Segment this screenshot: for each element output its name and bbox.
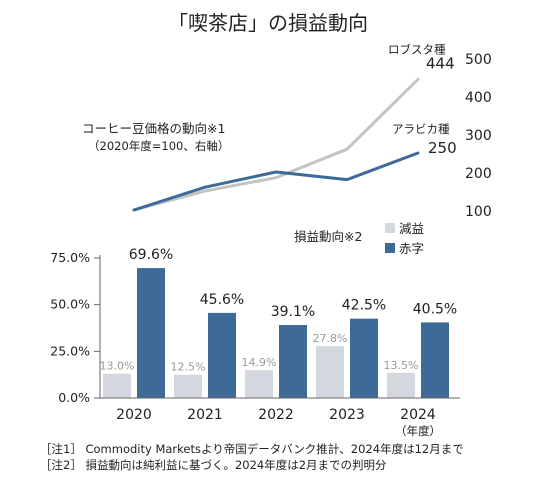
line-series-group xyxy=(132,77,420,212)
right-axis-tick-label: 500 xyxy=(465,52,492,68)
line-chart-sublabel: （2020年度=100、右軸） xyxy=(88,139,229,153)
line-series-name: ロブスタ種 xyxy=(388,42,446,56)
bar-decline xyxy=(103,373,131,398)
right-axis-tick-label: 400 xyxy=(465,90,492,106)
bar-deficit xyxy=(421,322,449,398)
bar-deficit xyxy=(208,312,236,398)
right-axis: 500 400 300 200 100 xyxy=(465,52,492,220)
legend-label: 減益 xyxy=(399,221,424,236)
line-series-end-value: 444 xyxy=(426,54,455,72)
x-axis: 2020 2021 2022 2023 2024（年度） xyxy=(100,397,460,438)
legend-label: 赤字 xyxy=(399,241,424,256)
bar-value-label: 13.5% xyxy=(384,359,419,372)
right-axis-tick-label: 200 xyxy=(465,166,492,182)
x-axis-tick-label: 2023 xyxy=(329,407,365,423)
bar-value-label: 39.1% xyxy=(271,304,315,320)
bar-value-label: 40.5% xyxy=(413,301,457,317)
bar-decline xyxy=(245,370,273,398)
line-series-1 xyxy=(132,77,420,212)
line-series-name: アラビカ種 xyxy=(392,122,450,136)
left-axis-tick-label: 50.0% xyxy=(50,297,90,312)
bar-deficit xyxy=(137,268,165,398)
x-axis-tick-label: 2020 xyxy=(116,407,152,423)
bar-value-label: 42.5% xyxy=(342,298,386,314)
bar-value-label: 69.6% xyxy=(129,247,173,263)
legend-swatch xyxy=(385,223,395,233)
bar-deficit xyxy=(350,318,378,398)
bar-value-labels: 13.0% 12.5% 14.9% 27.8% 13.5% 69.6% 45.6% 39.1%… xyxy=(100,247,458,374)
left-axis-tick-label: 0.0% xyxy=(58,390,90,405)
footnote-1: ［注1］ Commodity Marketsより帝国データバンク推計、2024年… xyxy=(40,442,464,456)
line-series-2 xyxy=(132,151,420,212)
bar-chart-label: 損益動向※2 xyxy=(294,229,362,244)
bar-value-label: 45.6% xyxy=(200,292,244,308)
x-axis-unit-note: （年度） xyxy=(395,424,441,438)
line-series-end-value: 250 xyxy=(428,139,457,157)
bar-value-label: 12.5% xyxy=(171,361,206,374)
footnote-2: ［注2］ 損益動向は純利益に基づく。2024年度は2月までの判明分 xyxy=(40,458,387,472)
left-axis: 75.0% 50.0% 25.0% 0.0% xyxy=(50,250,101,405)
bar-decline xyxy=(316,346,344,398)
bar-value-label: 14.9% xyxy=(242,356,277,369)
right-axis-tick-label: 100 xyxy=(465,204,492,220)
bar-decline xyxy=(174,374,202,398)
legend-swatch xyxy=(385,243,395,253)
bar-value-label: 27.8% xyxy=(313,332,348,345)
bar-series-group xyxy=(103,268,449,398)
right-axis-tick-label: 300 xyxy=(465,128,492,144)
bar-deficit xyxy=(279,325,307,398)
x-axis-tick-label: 2024 xyxy=(400,407,436,423)
bar-value-label: 13.0% xyxy=(100,360,135,373)
bar-decline xyxy=(387,372,415,398)
left-axis-tick-label: 75.0% xyxy=(50,250,90,265)
x-axis-tick-label: 2022 xyxy=(258,407,294,423)
line-chart-label: コーヒー豆価格の動向※1 xyxy=(82,121,225,136)
chart-title: 「喫茶店」の損益動向 xyxy=(168,11,368,35)
left-axis-tick-label: 25.0% xyxy=(50,343,90,358)
x-axis-tick-label: 2021 xyxy=(187,407,223,423)
